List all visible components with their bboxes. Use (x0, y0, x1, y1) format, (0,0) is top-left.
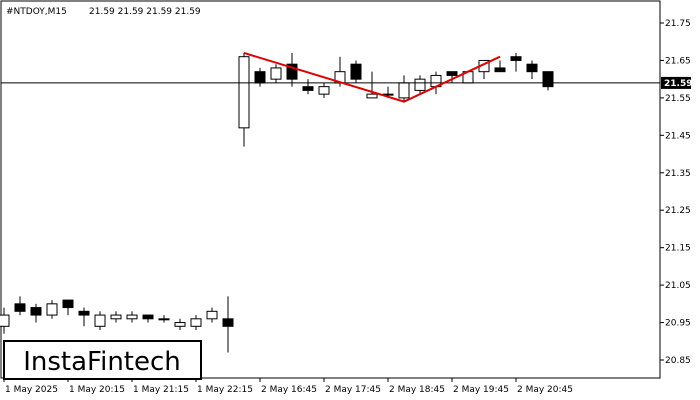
candle (510, 52, 522, 72)
candle (94, 311, 106, 331)
candle-body (446, 71, 458, 76)
candle-body (398, 82, 410, 99)
candle (110, 311, 122, 323)
candle (494, 60, 506, 73)
y-tick-label: 21.05 (665, 281, 691, 291)
candle-body (286, 63, 298, 80)
y-tick-label: 21.35 (665, 169, 691, 179)
candle-body (350, 63, 362, 80)
candle (350, 60, 362, 83)
candle-body (414, 78, 426, 91)
candle (238, 52, 250, 147)
y-tick-label: 21.65 (665, 56, 691, 66)
candle (446, 71, 458, 83)
candle (62, 299, 74, 316)
candle-body (254, 71, 266, 84)
candle-body (366, 93, 378, 99)
y-tick-label: 20.95 (665, 319, 691, 329)
current-price-label: 21.59 (664, 79, 692, 89)
x-tick-label: 1 May 21:15 (133, 385, 189, 395)
x-tick-label: 2 May 16:45 (261, 385, 317, 395)
candle-body (510, 56, 522, 61)
candle (126, 311, 138, 323)
candle-body (94, 314, 106, 327)
candle (302, 79, 314, 95)
candle-body (0, 314, 10, 327)
candle-body (30, 307, 42, 316)
candles-group (0, 52, 554, 353)
x-axis: 1 May 2025 1 May 20:15 1 May 21:15 1 May 22… (3, 378, 573, 395)
x-tick-label: 1 May 2025 (5, 385, 58, 395)
candle-body (238, 56, 250, 129)
y-tick-label: 20.85 (665, 356, 691, 366)
candle (398, 75, 410, 102)
candle (142, 314, 154, 323)
candle (366, 71, 378, 99)
y-tick-label: 21.15 (665, 244, 691, 254)
candle-body (494, 67, 506, 73)
candle-body (302, 86, 314, 91)
candle (270, 64, 282, 83)
candle-body (526, 63, 538, 73)
candle (158, 315, 170, 323)
current-price-tag (661, 76, 691, 89)
candle-body (158, 318, 170, 321)
candle (542, 71, 554, 91)
candle-body (126, 314, 138, 320)
candle (222, 296, 234, 353)
candle (78, 307, 90, 327)
candle (14, 296, 26, 316)
y-tick-label: 21.25 (665, 206, 691, 216)
candle-body (318, 86, 330, 95)
logo-text: InstaFintech (23, 347, 181, 377)
candle (174, 318, 186, 331)
plot-frame (0, 0, 661, 379)
candle (0, 307, 10, 334)
candle-body (174, 322, 186, 327)
candle (286, 52, 298, 87)
candle (526, 60, 538, 80)
candle (318, 82, 330, 98)
x-tick-label: 2 May 20:45 (517, 385, 573, 395)
candle-body (62, 299, 74, 309)
candle-body (542, 71, 554, 88)
candle (206, 307, 218, 323)
candle-body (78, 310, 90, 316)
candle-body (46, 303, 58, 316)
x-tick-label: 2 May 19:45 (453, 385, 509, 395)
candle (414, 75, 426, 95)
candle-body (270, 67, 282, 80)
chart-ohlc: 21.59 21.59 21.59 21.59 (89, 7, 201, 17)
candle (190, 315, 202, 331)
candle-body (110, 314, 122, 320)
logo-box (3, 340, 202, 380)
candle-body (14, 303, 26, 312)
candle-body (206, 310, 218, 320)
chart-symbol: #NTDOY,M15 (6, 7, 67, 17)
x-tick-label: 1 May 20:15 (69, 385, 125, 395)
candle-body (222, 318, 234, 327)
y-tick-label: 21.45 (665, 131, 691, 141)
x-tick-label: 1 May 22:15 (197, 385, 253, 395)
y-axis: 21.75 21.65 21.55 21.45 21.35 21.25 21.15 21.05… (660, 19, 691, 366)
pattern-line (243, 51, 501, 103)
candle-body (190, 318, 202, 327)
x-tick-label: 2 May 17:45 (325, 385, 381, 395)
y-tick-label: 21.55 (665, 94, 691, 104)
candle (46, 300, 58, 319)
x-tick-label: 2 May 18:45 (389, 385, 445, 395)
candle (30, 303, 42, 323)
candle (254, 67, 266, 87)
candle-body (142, 314, 154, 320)
y-tick-label: 21.75 (665, 19, 691, 29)
